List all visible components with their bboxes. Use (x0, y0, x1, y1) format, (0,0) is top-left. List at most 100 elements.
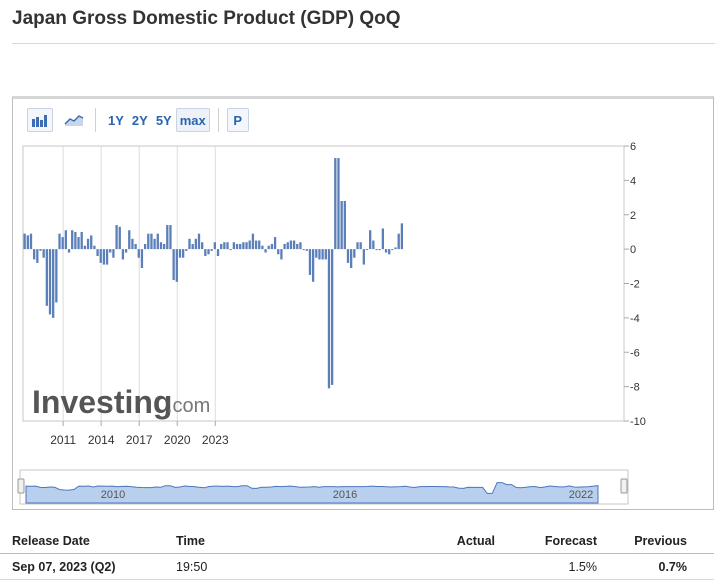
bar[interactable] (48, 249, 52, 315)
bar[interactable] (64, 230, 68, 250)
bar[interactable] (61, 237, 64, 250)
range-1y-button[interactable]: 1Y (108, 112, 124, 128)
bar[interactable] (175, 249, 178, 282)
bar[interactable] (299, 242, 302, 250)
bar[interactable] (273, 237, 277, 250)
area-chart-icon[interactable] (61, 108, 87, 132)
bar[interactable] (337, 158, 340, 250)
bar[interactable] (80, 231, 83, 250)
bar[interactable] (226, 242, 229, 250)
bar[interactable] (397, 233, 400, 250)
bar[interactable] (131, 238, 134, 250)
bar[interactable] (384, 249, 388, 253)
bar[interactable] (134, 243, 137, 250)
bar[interactable] (166, 225, 169, 250)
bar[interactable] (121, 249, 125, 260)
bar[interactable] (311, 249, 315, 282)
bar[interactable] (296, 243, 299, 250)
bar[interactable] (156, 233, 159, 250)
bar[interactable] (83, 245, 87, 250)
bar[interactable] (55, 249, 58, 303)
bar[interactable] (330, 249, 334, 385)
bar[interactable] (264, 249, 267, 253)
bar[interactable] (99, 249, 102, 263)
p-button[interactable]: P (226, 108, 249, 132)
bar[interactable] (353, 249, 356, 258)
bar[interactable] (128, 230, 131, 250)
bar[interactable] (26, 235, 29, 250)
bar[interactable] (140, 249, 144, 269)
bar[interactable] (36, 249, 39, 263)
bar[interactable] (305, 249, 308, 251)
bar[interactable] (375, 249, 378, 251)
bar[interactable] (42, 249, 45, 258)
bar[interactable] (109, 249, 112, 253)
bar[interactable] (96, 249, 99, 256)
bar[interactable] (194, 238, 197, 250)
bar[interactable] (242, 242, 245, 250)
bar[interactable] (159, 242, 163, 250)
bar[interactable] (33, 249, 36, 260)
bar[interactable] (67, 249, 71, 253)
bar[interactable] (185, 249, 188, 251)
bar[interactable] (213, 242, 216, 250)
bar[interactable] (182, 249, 185, 258)
bar[interactable] (191, 243, 194, 250)
bar[interactable] (207, 249, 210, 255)
bar[interactable] (29, 233, 33, 250)
chart-navigator[interactable]: 2010 2016 2022 (17, 469, 629, 505)
bar[interactable] (86, 238, 90, 250)
bar[interactable] (388, 249, 391, 255)
bar[interactable] (365, 249, 369, 251)
bar[interactable] (204, 249, 207, 256)
bar[interactable] (172, 249, 175, 281)
bar[interactable] (162, 243, 166, 250)
bar[interactable] (39, 249, 42, 251)
bar[interactable] (327, 249, 331, 389)
navigator-left-handle[interactable] (17, 478, 25, 494)
bar[interactable] (400, 223, 404, 250)
bar[interactable] (45, 249, 48, 306)
bar[interactable] (223, 242, 226, 250)
bar[interactable] (150, 233, 153, 250)
bar[interactable] (248, 240, 251, 250)
bar[interactable] (58, 233, 61, 250)
bar[interactable] (102, 249, 106, 265)
bar[interactable] (137, 249, 140, 258)
bar[interactable] (197, 233, 201, 250)
bar[interactable] (372, 240, 375, 250)
range-max-button[interactable]: max (175, 108, 210, 132)
bar[interactable] (254, 240, 258, 250)
bar[interactable] (267, 245, 270, 250)
bar[interactable] (321, 249, 324, 260)
bar[interactable] (105, 249, 109, 265)
bar[interactable] (258, 240, 261, 250)
bar[interactable] (118, 226, 121, 250)
bar[interactable] (270, 243, 274, 250)
bar[interactable] (90, 235, 93, 250)
bar[interactable] (93, 245, 96, 250)
bar[interactable] (318, 249, 321, 260)
bar[interactable] (23, 233, 26, 250)
bar[interactable] (77, 237, 80, 250)
bar[interactable] (261, 245, 264, 250)
bar[interactable] (153, 238, 156, 250)
bar[interactable] (359, 242, 362, 250)
bar[interactable] (356, 242, 359, 250)
bar[interactable] (277, 249, 280, 255)
bar[interactable] (308, 249, 312, 275)
bar[interactable] (178, 249, 182, 258)
bar[interactable] (302, 249, 305, 251)
bar[interactable] (280, 249, 283, 260)
bar[interactable] (201, 242, 204, 250)
bar[interactable] (239, 243, 242, 250)
bar[interactable] (346, 249, 350, 263)
bar[interactable] (350, 249, 353, 269)
range-2y-button[interactable]: 2Y (131, 112, 148, 128)
bar[interactable] (251, 233, 255, 250)
bar[interactable] (229, 249, 232, 251)
bar[interactable] (71, 230, 74, 250)
bar[interactable] (289, 240, 293, 250)
bar[interactable] (147, 233, 150, 250)
bar[interactable] (286, 242, 289, 250)
